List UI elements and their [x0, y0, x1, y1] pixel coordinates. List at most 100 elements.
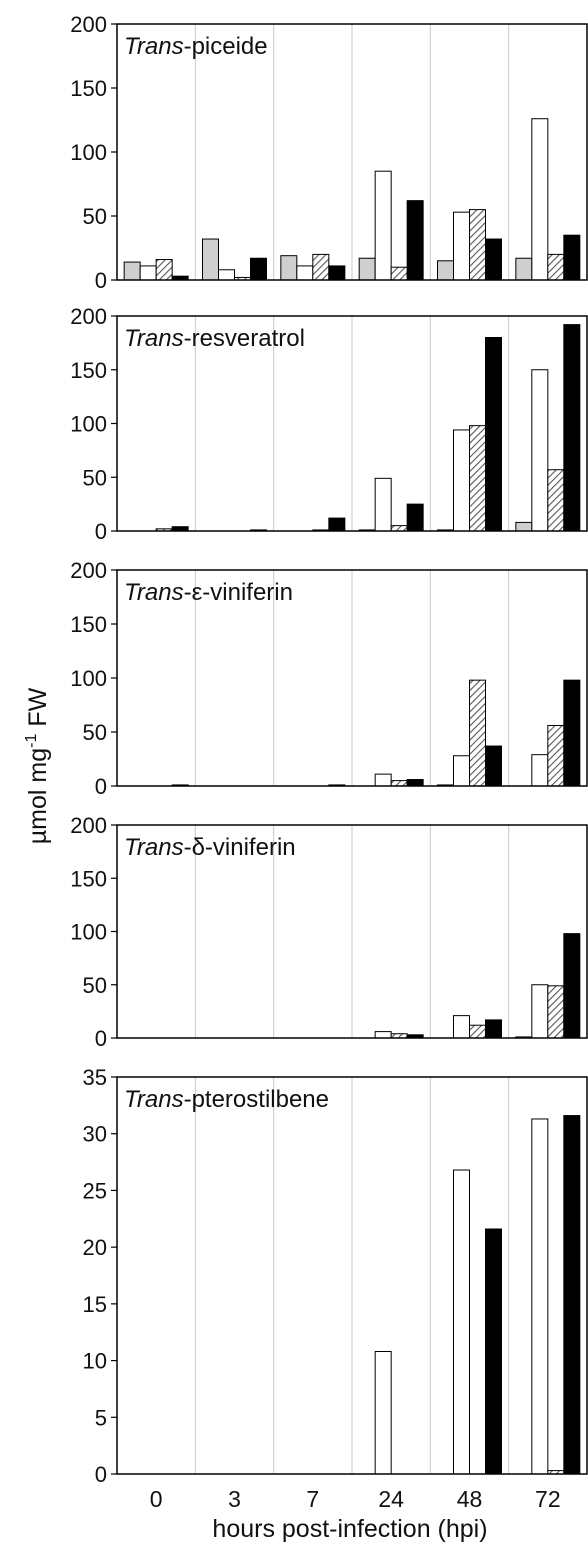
chart-panel: 0 5 10 15 20 25 30 35 Trans-pterostilbene — [83, 1065, 588, 1487]
x-axis: 0 3 7 24 48 72 — [150, 1486, 561, 1512]
bar — [296, 265, 314, 281]
bar — [515, 521, 533, 532]
bar — [390, 266, 408, 281]
y-axis-label-base: µmol mg — [24, 748, 52, 844]
bar — [531, 118, 549, 281]
y-tick-label: 150 — [70, 76, 107, 101]
bar — [250, 257, 267, 281]
bar — [485, 1228, 502, 1475]
bar — [563, 1115, 581, 1475]
y-tick-label: 35 — [83, 1065, 107, 1090]
bar — [531, 1118, 549, 1475]
y-tick-label: 200 — [70, 558, 107, 583]
x-tick-label: 48 — [457, 1486, 483, 1512]
bar — [390, 525, 408, 532]
bar — [547, 725, 565, 787]
y-tick-label: 200 — [70, 12, 107, 37]
bar — [202, 238, 219, 281]
y-tick-label: 100 — [70, 920, 107, 945]
panel-title: Trans-piceide — [124, 33, 268, 60]
y-tick-label: 50 — [83, 720, 107, 745]
bar — [280, 255, 298, 281]
y-tick-label: 15 — [83, 1292, 107, 1317]
bar — [515, 257, 533, 281]
panel-title-rest: -piceide — [184, 33, 268, 60]
bar — [453, 1015, 470, 1039]
bar — [374, 1350, 392, 1475]
bar — [139, 265, 157, 281]
bar — [123, 261, 141, 281]
chart-panel: 0 50 100 150 200 Trans-δ-viniferin — [70, 813, 588, 1051]
bar — [453, 211, 470, 281]
panel-title-italic: Trans — [124, 33, 184, 60]
y-tick-label: 100 — [70, 412, 107, 437]
x-tick-label: 0 — [150, 1486, 163, 1512]
bar — [531, 369, 549, 532]
panel-title-rest: -pterostilbene — [184, 1086, 329, 1113]
y-tick-label: 5 — [95, 1405, 107, 1430]
y-tick-label: 0 — [95, 519, 107, 544]
bar — [531, 754, 549, 787]
bar — [469, 209, 486, 281]
bar — [469, 425, 486, 532]
bar — [406, 200, 424, 281]
panel-title-rest: -δ-viniferin — [184, 834, 296, 861]
x-tick-label: 24 — [378, 1486, 404, 1512]
bar — [218, 269, 235, 281]
bar — [406, 779, 424, 787]
bar — [374, 477, 392, 532]
y-tick-label: 200 — [70, 304, 107, 329]
bar — [453, 755, 470, 787]
y-tick-label: 10 — [83, 1349, 107, 1374]
bar — [328, 517, 346, 532]
panel-frame — [116, 1076, 588, 1475]
y-tick-label: 100 — [70, 140, 107, 165]
bar — [374, 170, 392, 281]
y-tick-label: 50 — [83, 204, 107, 229]
y-tick-label: 150 — [70, 358, 107, 383]
chart-panel: 0 50 100 150 200 Trans-piceide — [70, 12, 588, 293]
bar — [469, 1024, 486, 1039]
y-tick-label: 100 — [70, 666, 107, 691]
y-tick-label: 50 — [83, 465, 107, 490]
y-tick-label: 50 — [83, 973, 107, 998]
bar — [390, 780, 408, 787]
bar — [547, 469, 565, 532]
y-tick-label: 20 — [83, 1235, 107, 1260]
panel-title-rest: -resveratrol — [184, 325, 305, 352]
x-tick-label: 7 — [306, 1486, 319, 1512]
y-tick-label: 150 — [70, 866, 107, 891]
bar — [328, 265, 346, 281]
bar — [469, 679, 486, 787]
panel-title-italic: Trans — [124, 834, 184, 861]
bar — [374, 1031, 392, 1039]
y-tick-label: 30 — [83, 1122, 107, 1147]
bar — [531, 984, 549, 1039]
bar — [155, 259, 173, 281]
bar — [453, 1169, 470, 1475]
bar — [358, 257, 376, 281]
bar — [547, 253, 565, 281]
bar — [453, 429, 470, 532]
bar — [312, 253, 330, 281]
x-tick-label: 3 — [228, 1486, 241, 1512]
bar — [563, 679, 581, 787]
bar — [563, 324, 581, 532]
bar — [437, 260, 454, 281]
chart-panels: 050100150200Trans-piceide050100150200Tra… — [70, 12, 588, 1487]
panel-title: Trans-pterostilbene — [124, 1086, 329, 1113]
x-tick-label: 72 — [535, 1486, 561, 1512]
bar — [547, 985, 565, 1039]
panel-title-italic: Trans — [124, 325, 184, 352]
bar — [563, 234, 581, 281]
y-tick-label: 25 — [83, 1178, 107, 1203]
panel-title: Trans-δ-viniferin — [124, 834, 296, 861]
bar — [485, 337, 502, 532]
y-axis-label: µmol mg-1 FW — [23, 687, 52, 844]
bar — [485, 745, 502, 787]
y-tick-label: 0 — [95, 1026, 107, 1051]
bar — [374, 773, 392, 787]
bar — [485, 1019, 502, 1039]
y-axis-label-end: FW — [24, 687, 52, 733]
